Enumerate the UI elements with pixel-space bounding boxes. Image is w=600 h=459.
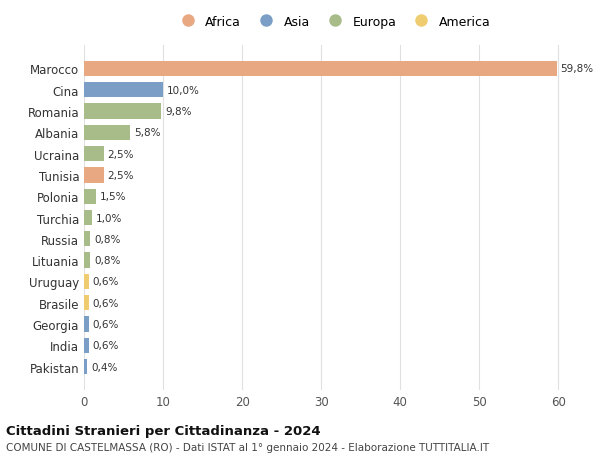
- Bar: [84, 232, 91, 247]
- Bar: [84, 210, 92, 226]
- Text: 0,6%: 0,6%: [92, 277, 119, 287]
- Bar: [84, 125, 130, 140]
- Text: 1,0%: 1,0%: [96, 213, 122, 223]
- Bar: [84, 168, 104, 183]
- Bar: [84, 83, 163, 98]
- Bar: [84, 253, 91, 268]
- Text: 0,6%: 0,6%: [92, 298, 119, 308]
- Text: 0,8%: 0,8%: [94, 256, 121, 266]
- Bar: [84, 189, 96, 204]
- Legend: Africa, Asia, Europa, America: Africa, Asia, Europa, America: [170, 11, 496, 34]
- Text: 59,8%: 59,8%: [560, 64, 594, 74]
- Text: Cittadini Stranieri per Cittadinanza - 2024: Cittadini Stranieri per Cittadinanza - 2…: [6, 424, 320, 437]
- Text: 2,5%: 2,5%: [108, 149, 134, 159]
- Text: 1,5%: 1,5%: [100, 192, 127, 202]
- Bar: [84, 146, 104, 162]
- Bar: [84, 62, 557, 77]
- Text: 0,4%: 0,4%: [91, 362, 118, 372]
- Text: 0,8%: 0,8%: [94, 234, 121, 244]
- Bar: [84, 359, 87, 375]
- Bar: [84, 338, 89, 353]
- Text: 9,8%: 9,8%: [166, 107, 192, 117]
- Text: 0,6%: 0,6%: [92, 319, 119, 329]
- Text: 2,5%: 2,5%: [108, 170, 134, 180]
- Bar: [84, 296, 89, 311]
- Bar: [84, 317, 89, 332]
- Text: 0,6%: 0,6%: [92, 341, 119, 351]
- Text: 5,8%: 5,8%: [134, 128, 160, 138]
- Text: 10,0%: 10,0%: [167, 85, 200, 95]
- Text: COMUNE DI CASTELMASSA (RO) - Dati ISTAT al 1° gennaio 2024 - Elaborazione TUTTIT: COMUNE DI CASTELMASSA (RO) - Dati ISTAT …: [6, 442, 489, 452]
- Bar: [84, 104, 161, 119]
- Bar: [84, 274, 89, 290]
